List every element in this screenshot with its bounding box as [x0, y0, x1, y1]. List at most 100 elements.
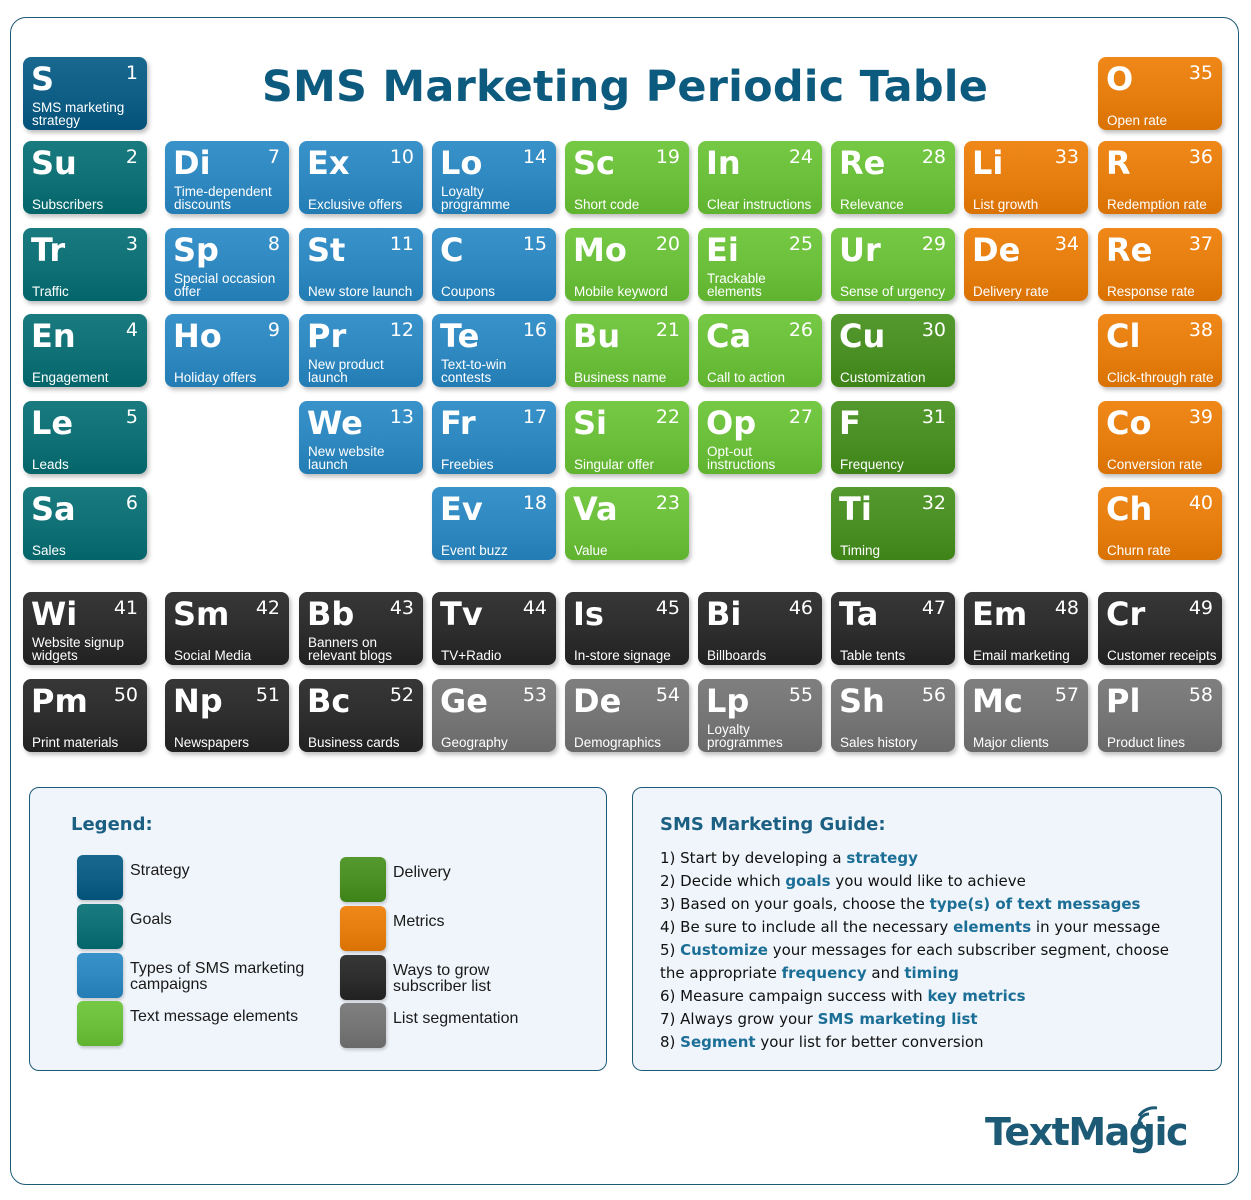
element-number: 51 — [255, 684, 280, 706]
element-name: Trackable elements — [707, 271, 766, 299]
guide-step: 6) Measure campaign success with key met… — [660, 987, 1026, 1005]
legend-label: List segmentation — [393, 1010, 519, 1027]
element-name: New product launch — [308, 357, 384, 385]
element-name: In-store signage — [574, 648, 671, 663]
element-tile: Ho 9 Holiday offers — [165, 314, 289, 387]
element-number: 7 — [267, 146, 280, 168]
element-tile: De 54 Demographics — [565, 679, 689, 752]
element-name: Email marketing — [973, 648, 1070, 663]
element-number: 29 — [921, 233, 946, 255]
element-symbol: Ca — [706, 317, 752, 355]
element-symbol: Bc — [307, 682, 351, 720]
element-number: 30 — [921, 319, 946, 341]
element-name: Sense of urgency — [840, 284, 946, 299]
element-name: Social Media — [174, 648, 252, 663]
guide-keyword: strategy — [846, 849, 918, 867]
element-symbol: O — [1106, 60, 1134, 98]
element-number: 53 — [522, 684, 547, 706]
element-symbol: Re — [1106, 231, 1153, 269]
element-symbol: Cr — [1106, 595, 1146, 633]
element-tile: Ch 40 Churn rate — [1098, 487, 1222, 560]
element-tile: We 13 New website launch — [299, 401, 423, 474]
element-name: Exclusive offers — [308, 197, 403, 212]
element-name: Banners on relevant blogs — [308, 635, 393, 663]
element-name: List growth — [973, 197, 1039, 212]
guide-keyword: goals — [785, 872, 831, 890]
page-title: SMS Marketing Periodic Table — [261, 62, 989, 112]
guide-step: 7) Always grow your SMS marketing list — [660, 1010, 978, 1028]
element-name: Customization — [840, 370, 926, 385]
element-tile: Sc 19 Short code — [565, 141, 689, 214]
element-number: 2 — [125, 146, 138, 168]
element-name: New store launch — [308, 284, 413, 299]
element-symbol: Pl — [1106, 682, 1141, 720]
element-name: Freebies — [441, 457, 494, 472]
element-number: 3 — [125, 233, 138, 255]
guide-keyword: key metrics — [927, 987, 1026, 1005]
element-name: Event buzz — [441, 543, 508, 558]
guide-text: 2) Decide which — [660, 872, 786, 890]
element-name: Response rate — [1107, 284, 1195, 299]
element-tile: Le 5 Leads — [23, 401, 147, 474]
legend-swatch — [340, 906, 386, 951]
element-symbol: Di — [173, 144, 211, 182]
element-number: 26 — [788, 319, 813, 341]
element-tile: Mc 57 Major clients — [964, 679, 1088, 752]
element-symbol: Ur — [839, 231, 881, 269]
element-number: 46 — [788, 597, 813, 619]
element-number: 39 — [1188, 406, 1213, 428]
element-name: Call to action — [707, 370, 786, 385]
element-number: 18 — [522, 492, 547, 514]
element-tile: Fr 17 Freebies — [432, 401, 556, 474]
guide-text: 1) Start by developing a — [660, 849, 847, 867]
element-number: 27 — [788, 406, 813, 428]
element-tile: Np 51 Newspapers — [165, 679, 289, 752]
element-symbol: S — [31, 60, 55, 98]
element-tile: Li 33 List growth — [964, 141, 1088, 214]
element-number: 36 — [1188, 146, 1213, 168]
element-name: Click-through rate — [1107, 370, 1214, 385]
element-number: 22 — [655, 406, 680, 428]
element-tile: Bu 21 Business name — [565, 314, 689, 387]
element-tile: Ti 32 Timing — [831, 487, 955, 560]
element-symbol: Sa — [31, 490, 76, 528]
legend-label: Goals — [130, 911, 172, 928]
element-name: Demographics — [574, 735, 662, 750]
element-tile: C 15 Coupons — [432, 228, 556, 301]
element-symbol: De — [573, 682, 622, 720]
element-symbol: Tv — [440, 595, 483, 633]
element-number: 14 — [522, 146, 547, 168]
element-tile: Co 39 Conversion rate — [1098, 401, 1222, 474]
element-symbol: St — [307, 231, 346, 269]
guide-text: in your message — [1031, 918, 1161, 936]
element-number: 28 — [921, 146, 946, 168]
guide-keyword: Segment — [680, 1033, 756, 1051]
guide-text: and — [866, 964, 905, 982]
element-name: Opt-out instructions — [707, 444, 776, 472]
element-tile: Ev 18 Event buzz — [432, 487, 556, 560]
element-tile: Va 23 Value — [565, 487, 689, 560]
element-tile: Re 28 Relevance — [831, 141, 955, 214]
element-name: New website launch — [308, 444, 385, 472]
element-symbol: Ei — [706, 231, 739, 269]
element-number: 56 — [921, 684, 946, 706]
element-number: 12 — [389, 319, 414, 341]
element-tile: Is 45 In-store signage — [565, 592, 689, 665]
guide-keyword: type(s) of text messages — [929, 895, 1141, 913]
element-number: 24 — [788, 146, 813, 168]
guide-step: 5) Customize your messages for each subs… — [660, 941, 1169, 959]
guide-text: the appropriate — [660, 964, 782, 982]
element-number: 48 — [1054, 597, 1079, 619]
element-number: 32 — [921, 492, 946, 514]
element-symbol: Le — [31, 404, 74, 442]
guide-text: 7) Always grow your — [660, 1010, 818, 1028]
element-symbol: Ge — [440, 682, 488, 720]
legend-label: Ways to grow subscriber list — [393, 962, 491, 995]
element-tile: Si 22 Singular offer — [565, 401, 689, 474]
element-name: Relevance — [840, 197, 904, 212]
element-tile: F 31 Frequency — [831, 401, 955, 474]
element-number: 17 — [522, 406, 547, 428]
element-name: Coupons — [441, 284, 496, 299]
guide-step: 3) Based on your goals, choose the type(… — [660, 895, 1140, 913]
guide-step: 8) Segment your list for better conversi… — [660, 1033, 984, 1051]
